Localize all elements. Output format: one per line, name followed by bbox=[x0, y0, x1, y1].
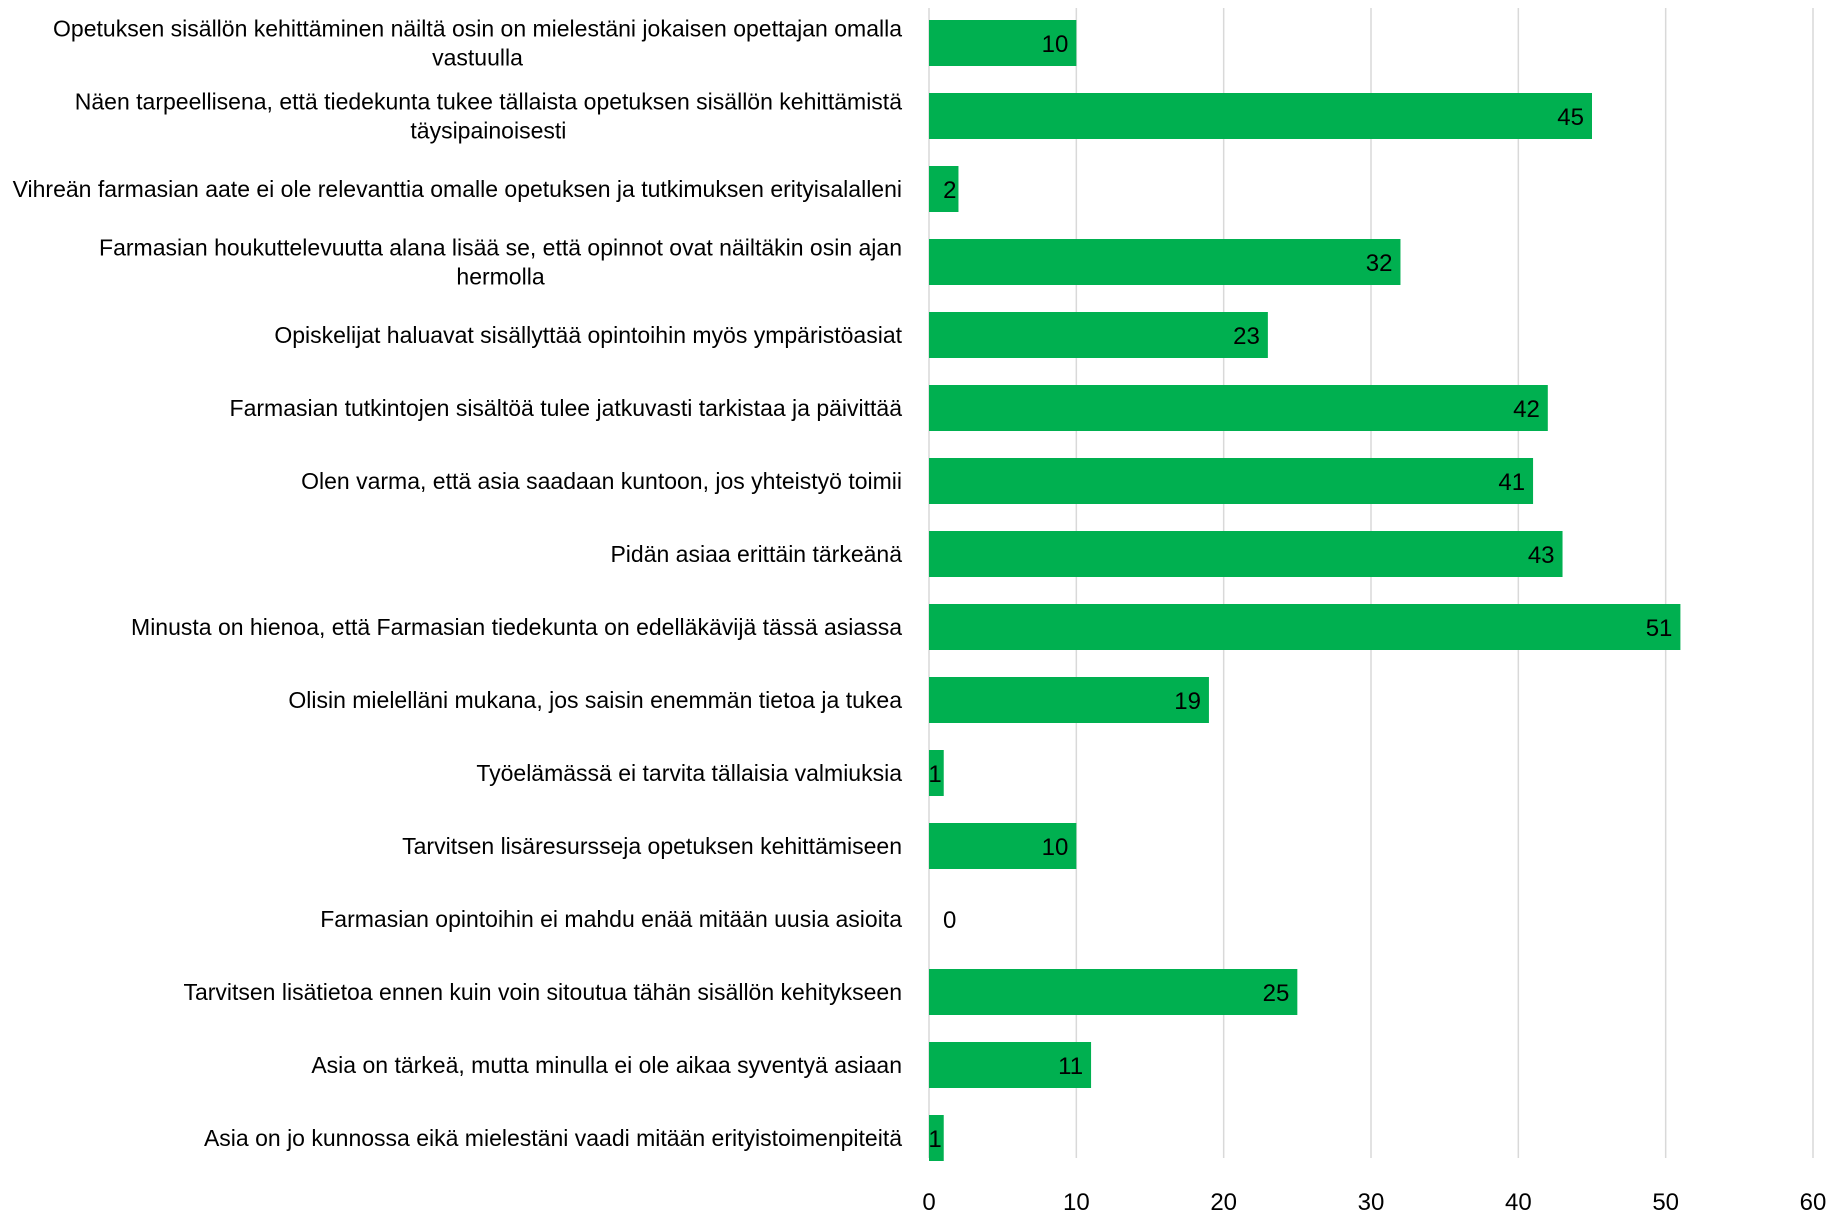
data-label-12: 0 bbox=[943, 907, 956, 934]
data-label-15: 1 bbox=[928, 1126, 941, 1153]
category-labels: Opetuksen sisällön kehittäminen näiltä o… bbox=[13, 16, 903, 1152]
bar-5 bbox=[929, 385, 1548, 431]
data-label-3: 32 bbox=[1366, 250, 1393, 277]
category-label-7: Pidän asiaa erittäin tärkeänä bbox=[610, 541, 902, 567]
x-tick-label-0: 0 bbox=[922, 1189, 935, 1216]
category-label-12: Farmasian opintoihin ei mahdu enää mitää… bbox=[320, 906, 902, 932]
category-label-4: Opiskelijat haluavat sisällyttää opintoi… bbox=[274, 322, 902, 348]
x-tick-label-40: 40 bbox=[1505, 1189, 1532, 1216]
category-label-5: Farmasian tutkintojen sisältöä tulee jat… bbox=[230, 395, 903, 421]
category-label-10: Työelämässä ei tarvita tällaisia valmiuk… bbox=[476, 760, 902, 786]
data-label-13: 25 bbox=[1263, 980, 1290, 1007]
category-label-11: Tarvitsen lisäresursseja opetuksen kehit… bbox=[402, 833, 902, 859]
bar-0 bbox=[929, 20, 1077, 66]
data-label-10: 1 bbox=[928, 761, 941, 788]
data-label-0: 10 bbox=[1042, 31, 1069, 58]
data-label-9: 19 bbox=[1174, 688, 1201, 715]
category-label-0-line-1: vastuulla bbox=[432, 45, 523, 71]
x-tick-label-20: 20 bbox=[1210, 1189, 1237, 1216]
bar-11 bbox=[929, 823, 1077, 869]
category-label-1-line-1: täysipainoisesti bbox=[410, 118, 566, 144]
bar-6 bbox=[929, 458, 1534, 504]
bar-4 bbox=[929, 312, 1268, 358]
x-tick-label-10: 10 bbox=[1063, 1189, 1090, 1216]
data-label-7: 43 bbox=[1528, 542, 1555, 569]
bar-15 bbox=[929, 1115, 944, 1161]
x-axis-tick-labels: 0 10 20 30 40 50 60 bbox=[922, 1189, 1826, 1216]
category-label-3-line-0: Farmasian houkuttelevuutta alana lisää s… bbox=[99, 235, 902, 261]
bar-3 bbox=[929, 239, 1401, 285]
category-label-8: Minusta on hienoa, että Farmasian tiedek… bbox=[131, 614, 902, 640]
data-label-6: 41 bbox=[1498, 469, 1525, 496]
bar-13 bbox=[929, 969, 1298, 1015]
category-label-14: Asia on tärkeä, mutta minulla ei ole aik… bbox=[311, 1052, 902, 1078]
category-label-13: Tarvitsen lisätietoa ennen kuin voin sit… bbox=[183, 979, 902, 1005]
category-label-3-line-1: hermolla bbox=[456, 264, 544, 290]
bar-10 bbox=[929, 750, 944, 796]
data-label-11: 10 bbox=[1042, 834, 1069, 861]
data-label-2: 2 bbox=[943, 177, 956, 204]
x-tick-label-60: 60 bbox=[1800, 1189, 1827, 1216]
data-label-1: 45 bbox=[1557, 104, 1584, 131]
category-label-3: Farmasian houkuttelevuutta alana lisää s… bbox=[99, 235, 902, 290]
gridlines bbox=[928, 8, 1814, 1158]
data-label-4: 23 bbox=[1233, 323, 1260, 350]
bar-7 bbox=[929, 531, 1563, 577]
category-label-6: Olen varma, että asia saadaan kuntoon, j… bbox=[301, 468, 902, 494]
category-label-0-line-0: Opetuksen sisällön kehittäminen näiltä o… bbox=[53, 16, 902, 42]
category-label-0: Opetuksen sisällön kehittäminen näiltä o… bbox=[53, 16, 902, 71]
data-label-8: 51 bbox=[1646, 615, 1673, 642]
bar-2 bbox=[929, 166, 959, 212]
category-label-1: Näen tarpeellisena, että tiedekunta tuke… bbox=[75, 89, 902, 144]
x-tick-label-30: 30 bbox=[1358, 1189, 1385, 1216]
bar-14 bbox=[929, 1042, 1092, 1088]
data-label-5: 42 bbox=[1513, 396, 1540, 423]
bar-1 bbox=[929, 93, 1592, 139]
category-label-9: Olisin mielelläni mukana, jos saisin ene… bbox=[288, 687, 902, 713]
category-label-15: Asia on jo kunnossa eikä mielestäni vaad… bbox=[204, 1125, 902, 1151]
x-tick-label-50: 50 bbox=[1652, 1189, 1679, 1216]
bar-9 bbox=[929, 677, 1209, 723]
category-label-1-line-0: Näen tarpeellisena, että tiedekunta tuke… bbox=[75, 89, 902, 115]
bar-8 bbox=[929, 604, 1681, 650]
data-label-14: 11 bbox=[1058, 1053, 1083, 1080]
bars bbox=[929, 20, 1681, 1161]
category-label-2: Vihreän farmasian aate ei ole relevantti… bbox=[13, 176, 902, 202]
